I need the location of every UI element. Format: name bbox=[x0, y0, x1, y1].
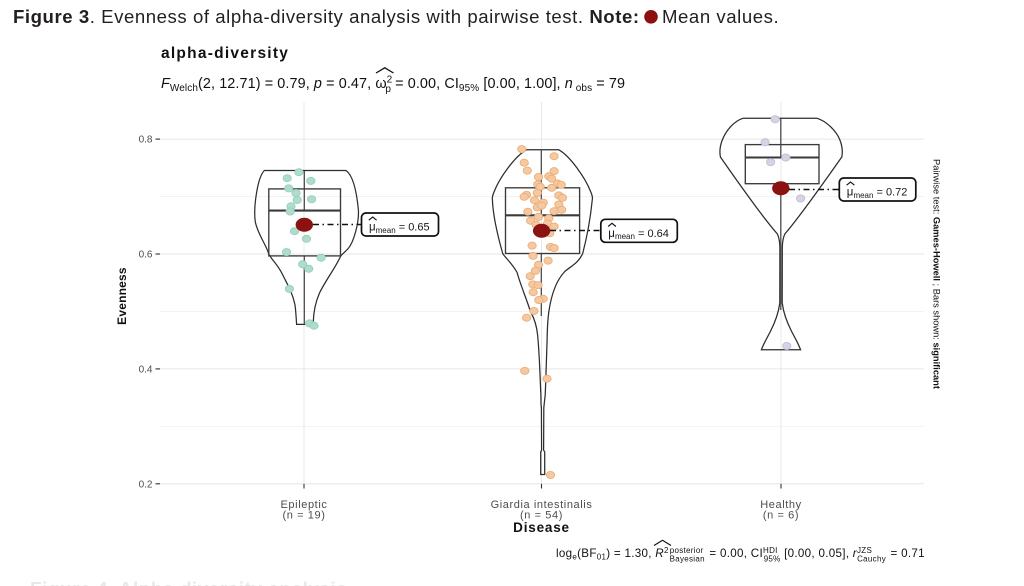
svg-text:(n = 54): (n = 54) bbox=[520, 510, 563, 522]
svg-text:0.8: 0.8 bbox=[139, 135, 153, 146]
svg-text:Figure 4. Alpha diversity anal: Figure 4. Alpha diversity analysis bbox=[30, 580, 347, 586]
svg-text:Disease: Disease bbox=[513, 520, 570, 535]
svg-text:μmean = 0.65: μmean = 0.65 bbox=[369, 222, 430, 235]
svg-text:(n = 6): (n = 6) bbox=[763, 510, 799, 522]
svg-text:(n = 19): (n = 19) bbox=[282, 510, 325, 522]
svg-text:Figure 3. Evenness of alpha-di: Figure 3. Evenness of alpha-diversity an… bbox=[13, 6, 640, 27]
svg-text:Giardia intestinalis: Giardia intestinalis bbox=[491, 499, 593, 511]
svg-text:Mean values.: Mean values. bbox=[662, 6, 779, 27]
svg-text:Healthy: Healthy bbox=[760, 499, 802, 511]
svg-text:Pairwise test: Games-Howell ;: Pairwise test: Games-Howell ; Bars shown… bbox=[932, 159, 942, 389]
svg-text:0.4: 0.4 bbox=[139, 364, 153, 375]
svg-text:μmean = 0.64: μmean = 0.64 bbox=[608, 228, 669, 241]
svg-text:0.6: 0.6 bbox=[139, 250, 153, 261]
svg-text:Evenness: Evenness bbox=[115, 267, 129, 325]
svg-text:Epileptic: Epileptic bbox=[281, 499, 328, 511]
svg-text:0.2: 0.2 bbox=[139, 479, 153, 490]
svg-text:loge(BF01) = 1.30, R2posterior: loge(BF01) = 1.30, R2posterior Bayesian =… bbox=[556, 546, 925, 564]
svg-text:FWelch(2, 12.71) = 0.79, p = 0: FWelch(2, 12.71) = 0.79, p = 0.47, ω2 p =… bbox=[161, 75, 625, 96]
svg-text:alpha-diversity: alpha-diversity bbox=[161, 45, 289, 62]
svg-text:μmean = 0.72: μmean = 0.72 bbox=[847, 187, 908, 200]
